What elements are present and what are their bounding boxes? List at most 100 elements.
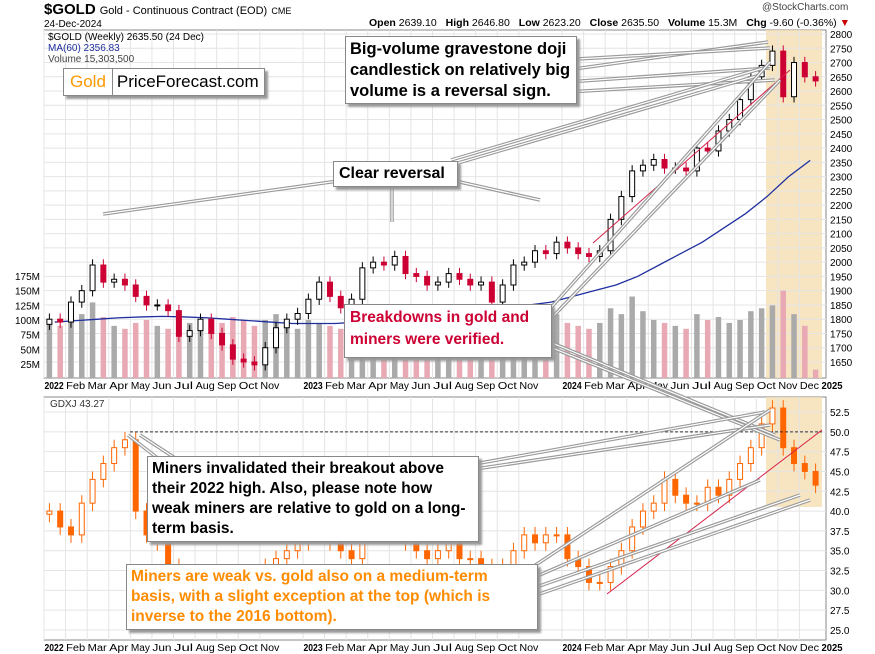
volume-bar (111, 325, 117, 378)
gold-candle (499, 284, 506, 303)
gold-y-tick: 2500 (830, 116, 853, 127)
x-tick: Nov (778, 643, 797, 654)
gdxj-trendline (606, 429, 823, 595)
gold-y-tick: 2150 (830, 215, 853, 226)
gold-y-tick: 2450 (830, 130, 853, 141)
gold-y-tick: 1700 (830, 344, 853, 355)
gold-y-tick: 2000 (830, 258, 853, 269)
gdxj-candle (283, 550, 290, 560)
volume-bar (683, 328, 689, 378)
volume-bar (122, 328, 128, 378)
callout-pointer-inner (468, 424, 771, 471)
gold-y-tick: 2600 (830, 87, 853, 98)
gold-y-tick: 1800 (830, 315, 853, 326)
volume-tick: 75M (21, 331, 40, 342)
gold-candle (111, 278, 118, 283)
gold-candle (46, 318, 53, 325)
volume-bar (812, 369, 819, 378)
x-tick: Jun (152, 381, 171, 392)
gdxj-y-tick: 37.5 (830, 527, 850, 538)
gdxj-y-tick: 35.0 (830, 547, 850, 558)
x-tick: Apr (109, 643, 129, 654)
volume-bar (57, 325, 63, 378)
gold-candle (413, 273, 420, 277)
x-tick: Aug (196, 643, 215, 654)
gdxj-candle (67, 526, 74, 536)
callout-pointer-inner (539, 61, 771, 321)
x-tick: Nov (260, 643, 279, 654)
gold-candle (294, 312, 301, 320)
x-tick: Nov (519, 643, 538, 654)
x-tick: Feb (66, 381, 86, 392)
gdxj-candle (100, 463, 107, 480)
gdxj-candle (532, 534, 539, 544)
x-tick: Apr (368, 643, 388, 654)
header-date: 24-Dec-2024 (44, 19, 102, 30)
gdxj-y-tick: 45.0 (830, 467, 850, 478)
gold-candle (186, 330, 193, 337)
gdxj-y-tick: 25.0 (830, 626, 850, 637)
callout-pointer-inner (468, 411, 766, 466)
x-tick: Dec (800, 381, 819, 392)
gold-candle (57, 318, 64, 323)
x-tick: Sep (735, 643, 755, 654)
gold-candle (488, 281, 495, 303)
gold-candle (434, 281, 441, 286)
gdxj-candle (791, 447, 798, 465)
gold-candle (542, 250, 549, 255)
callout-pointer-inner (450, 65, 771, 161)
gold-candle (683, 167, 690, 172)
gdxj-candle (456, 542, 463, 560)
gold-candle (801, 62, 808, 78)
gold-y-tick: 2100 (830, 230, 853, 241)
volume-bar (791, 314, 797, 378)
x-tick: Aug (455, 381, 474, 392)
gdxj-candle (413, 542, 420, 552)
gold-y-tick: 2200 (830, 201, 853, 212)
x-tick: Jul (433, 381, 452, 392)
gold-candle (607, 218, 614, 252)
gdxj-candle (78, 502, 85, 536)
annotation-miners-invalidated: Miners invalidated their breakout above … (147, 456, 479, 542)
gold-candle (262, 347, 269, 366)
gold-candle (478, 281, 485, 286)
volume-tick: 25M (21, 360, 40, 371)
annotation-doji: Big-volume gravestone doji candlestick o… (345, 36, 577, 104)
stockcharts-watermark: @StockCharts.com (762, 2, 849, 13)
gold-y-tick: 2750 (830, 44, 853, 55)
x-tick: Apr (627, 643, 647, 654)
x-tick: 2025 (822, 381, 843, 392)
logo: Gold PriceForecast.com (63, 68, 265, 96)
x-tick: 2022 (45, 381, 64, 392)
gold-candle (208, 318, 215, 334)
x-tick: 2025 (822, 643, 843, 654)
volume-bar (715, 317, 722, 378)
volume-bar (672, 325, 679, 378)
x-tick: Jun (411, 643, 430, 654)
gold-candle (650, 158, 657, 166)
header-title: $GOLD Gold - Continuous Contract (EOD) CM… (44, 1, 292, 18)
volume-bar (46, 322, 53, 378)
callout-pointer-inner (527, 409, 771, 571)
gold-candle (618, 196, 625, 220)
gold-candle (219, 332, 226, 346)
x-tick: Nov (519, 381, 538, 392)
gold-candle (121, 278, 128, 286)
gold-candle (532, 250, 539, 263)
x-tick: May (131, 381, 150, 392)
gold-y-tick: 2550 (830, 101, 853, 112)
gdxj-y-tick: 30.0 (830, 586, 850, 597)
volume-bar (769, 305, 776, 378)
volume-bar (597, 322, 603, 378)
x-tick: Jun (670, 643, 689, 654)
gold-candle (326, 281, 333, 297)
volume-bar (68, 319, 74, 378)
gold-candle (132, 284, 139, 297)
volume-bar (758, 308, 765, 378)
x-tick: Jun (152, 643, 171, 654)
x-tick: Feb (66, 643, 86, 654)
x-tick: 2024 (563, 643, 582, 654)
gold-candle (629, 170, 636, 198)
gdxj-candle (294, 542, 301, 552)
volume-bar (89, 302, 96, 378)
